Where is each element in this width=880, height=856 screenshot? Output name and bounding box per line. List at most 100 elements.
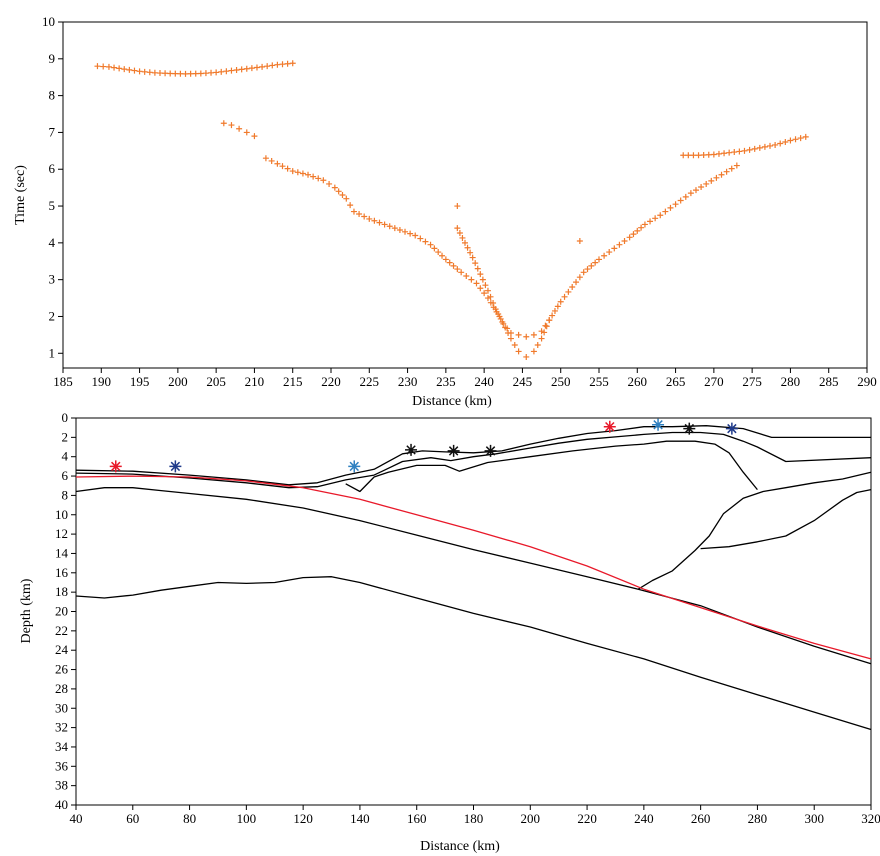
y-tick-label: 16	[55, 565, 69, 580]
travel-time-pick	[772, 141, 779, 148]
travel-time-pick	[630, 231, 637, 238]
y-tick-label: 40	[55, 797, 68, 812]
station-marker	[447, 444, 460, 457]
x-tick-label: 290	[857, 374, 877, 389]
travel-time-pick	[458, 269, 465, 276]
travel-time-pick	[708, 177, 715, 184]
x-tick-label: 230	[398, 374, 418, 389]
travel-time-pick	[238, 66, 245, 73]
interface-line	[637, 471, 872, 590]
y-tick-label: 32	[55, 720, 68, 735]
travel-time-pick	[692, 187, 699, 194]
travel-time-pick	[573, 279, 580, 286]
travel-time-pick	[634, 227, 641, 234]
travel-time-pick	[580, 269, 587, 276]
travel-time-pick	[703, 180, 710, 187]
x-tick-label: 220	[321, 374, 341, 389]
travel-time-pick	[331, 184, 338, 191]
x-tick-label: 275	[742, 374, 762, 389]
travel-time-pick	[495, 311, 502, 318]
y-tick-label: 30	[55, 700, 68, 715]
travel-time-pick	[427, 241, 434, 248]
x-tick-label: 40	[70, 811, 83, 826]
travel-time-pick	[482, 282, 489, 289]
travel-time-pick	[802, 133, 809, 140]
station-marker	[484, 444, 497, 457]
travel-time-pick	[710, 151, 717, 158]
travel-time-pick	[422, 238, 429, 245]
travel-time-pick	[310, 173, 317, 180]
travel-time-y-axis: 1 2 3 4 5 6 7 8 9 10	[42, 14, 63, 360]
travel-time-pick	[777, 140, 784, 147]
y-tick-label: 1	[49, 345, 56, 360]
travel-time-pick	[797, 135, 804, 142]
travel-time-pick	[479, 276, 486, 283]
travel-time-pick	[253, 64, 260, 71]
travel-time-pick	[467, 249, 474, 256]
travel-time-pick	[284, 165, 291, 172]
travel-time-pick	[554, 303, 561, 310]
travel-time-pick	[459, 234, 466, 241]
x-tick-label: 265	[666, 374, 686, 389]
travel-time-pick	[371, 217, 378, 224]
travel-time-pick	[695, 152, 702, 159]
travel-time-pick	[477, 271, 484, 278]
travel-time-pick	[551, 307, 558, 314]
interface-line	[700, 488, 872, 550]
travel-time-pick	[220, 120, 227, 127]
travel-time-pick	[167, 70, 174, 77]
station-marker	[169, 460, 182, 473]
travel-time-pick	[557, 298, 564, 305]
travel-time-pick	[741, 147, 748, 154]
travel-time-pick	[718, 171, 725, 178]
travel-time-pick	[386, 223, 393, 230]
travel-time-pick	[94, 63, 101, 70]
travel-time-pick	[417, 235, 424, 242]
x-tick-label: 160	[407, 811, 427, 826]
travel-time-pick	[792, 136, 799, 143]
velocity-model-y-axis-title: Depth (km)	[19, 578, 34, 643]
y-tick-label: 18	[55, 584, 68, 599]
travel-time-pick	[523, 353, 530, 360]
station-marker	[725, 422, 738, 435]
travel-time-pick	[507, 335, 514, 342]
travel-time-pick	[662, 208, 669, 215]
travel-time-pick	[492, 306, 499, 313]
travel-time-pick	[497, 315, 504, 322]
travel-time-pick	[339, 192, 346, 198]
travel-time-pick	[284, 60, 291, 67]
travel-time-pick	[439, 252, 446, 259]
travel-time-pick	[756, 144, 763, 151]
x-tick-label: 260	[691, 811, 711, 826]
interface-line	[345, 440, 758, 493]
travel-time-pick	[361, 213, 368, 220]
station-marker	[683, 422, 696, 435]
travel-time-pick	[477, 285, 484, 292]
travel-time-pick	[456, 230, 463, 237]
travel-time-pick	[601, 252, 608, 259]
travel-time-pick	[746, 146, 753, 153]
travel-time-pick	[680, 152, 687, 159]
travel-time-pick	[596, 256, 602, 263]
y-tick-label: 38	[55, 778, 68, 793]
travel-time-pick	[523, 333, 530, 340]
travel-time-pick	[126, 66, 133, 73]
travel-time-pick	[100, 63, 107, 70]
x-tick-label: 280	[748, 811, 768, 826]
travel-time-pick	[487, 293, 494, 300]
x-tick-label: 225	[360, 374, 380, 389]
travel-time-pick	[407, 230, 414, 237]
travel-time-pick	[146, 69, 153, 76]
travel-time-pick	[657, 212, 664, 219]
y-tick-label: 3	[49, 272, 56, 287]
travel-time-pick	[641, 221, 648, 228]
travel-time-pick	[481, 290, 488, 297]
x-tick-label: 220	[577, 811, 597, 826]
travel-time-pick	[111, 64, 118, 71]
travel-time-plot: 185 190 195 200 205 210 215 220 225 230 235 240 245 2…	[13, 14, 877, 409]
y-tick-label: 28	[55, 681, 68, 696]
travel-time-pick	[787, 137, 794, 144]
velocity-model-x-axis-title: Distance (km)	[420, 839, 500, 854]
travel-time-pick	[356, 211, 363, 218]
x-tick-label: 140	[350, 811, 370, 826]
